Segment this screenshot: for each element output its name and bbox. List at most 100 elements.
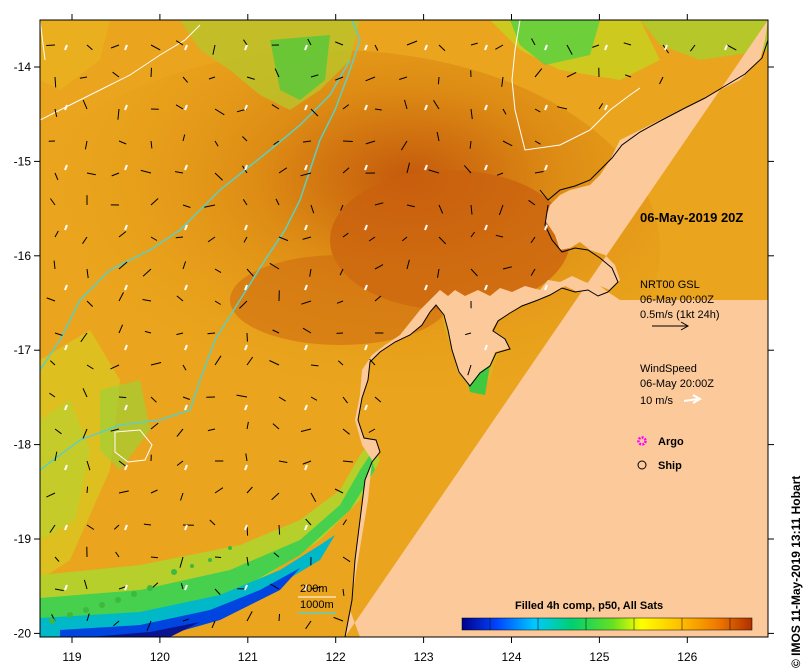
- current-arrow: [278, 396, 286, 402]
- current-arrow: [86, 268, 89, 279]
- wind-arrow: [664, 44, 668, 51]
- x-tick-label: 121: [238, 650, 258, 664]
- current-arrow: [436, 131, 440, 142]
- imos-credit: © IMOS 11-May-2019 13:11 Hobart: [789, 476, 803, 668]
- wind-arrow: [544, 44, 548, 51]
- current-arrow: [437, 76, 440, 85]
- current-arrow: [342, 104, 350, 110]
- contour-200m-label: 200m: [300, 583, 328, 595]
- current-arrow: [212, 44, 216, 55]
- current-arrow: [556, 106, 568, 110]
- current-arrow: [46, 44, 56, 46]
- current-arrow: [300, 428, 312, 432]
- wind-arrow: [244, 524, 248, 531]
- current-arrow: [342, 460, 353, 463]
- current-arrow: [406, 259, 410, 270]
- current-arrow: [342, 428, 350, 435]
- colorbar-tick-label: 31: [724, 638, 736, 650]
- ship-label: Ship: [658, 460, 682, 472]
- current-arrow: [214, 487, 224, 494]
- currents-legend: NRT00 GSL 06-May 00:00Z 0.5m/s (1kt 24h): [640, 279, 719, 331]
- wind-arrow: [184, 524, 188, 531]
- wind-arrow: [424, 164, 428, 171]
- contour-200m-line: [40, 20, 641, 463]
- current-arrow: [307, 38, 312, 46]
- current-arrow: [246, 76, 255, 80]
- wind-arrow: [184, 284, 188, 291]
- current-arrow: [111, 172, 120, 177]
- current-arrow: [335, 41, 344, 46]
- contour-1000m-line: [40, 20, 361, 471]
- wind-arrow: [64, 224, 68, 231]
- current-arrow: [342, 232, 349, 238]
- current-arrow: [150, 422, 159, 430]
- land-mass: [345, 20, 768, 637]
- x-tick-label: 122: [326, 650, 346, 664]
- wind-arrow: [484, 284, 488, 291]
- x-tick-label: 120: [150, 650, 170, 664]
- current-arrow: [269, 262, 280, 270]
- wind-arrow: [364, 404, 368, 411]
- current-arrow: [496, 172, 504, 176]
- wind-arrow: [124, 524, 128, 531]
- current-arrow: [598, 103, 604, 110]
- currents-scale-arrowhead: [680, 321, 690, 331]
- current-arrow: [374, 108, 382, 111]
- current-arrow: [86, 300, 94, 307]
- current-arrow: [86, 486, 89, 494]
- current-arrow: [275, 198, 280, 206]
- current-arrow: [86, 44, 93, 51]
- current-arrow: [273, 552, 280, 558]
- current-arrow: [182, 261, 187, 270]
- current-arrow: [374, 264, 384, 270]
- current-arrow: [501, 76, 504, 87]
- current-arrow: [112, 71, 120, 78]
- wind-arrow: [304, 224, 308, 231]
- current-arrow: [310, 108, 319, 117]
- current-arrow: [243, 236, 248, 243]
- current-arrow: [300, 172, 312, 177]
- current-arrow: [302, 327, 312, 334]
- current-arrow: [623, 42, 632, 46]
- current-arrow: [342, 556, 351, 563]
- current-arrow: [49, 524, 56, 533]
- wind-arrow: [244, 284, 248, 291]
- current-arrow: [278, 460, 288, 463]
- current-arrow: [428, 169, 440, 174]
- current-arrow: [207, 236, 216, 243]
- colorbar-gradient: [461, 617, 753, 631]
- wind-arrow: [184, 404, 188, 411]
- current-arrow: [239, 300, 248, 309]
- current-arrow: [470, 204, 473, 215]
- current-arrow: [406, 40, 418, 46]
- current-arrow: [534, 68, 543, 78]
- current-arrow: [54, 588, 64, 592]
- current-arrow: [54, 172, 59, 181]
- wind-arrow: [364, 44, 368, 51]
- y-tick-label: -17: [14, 343, 32, 357]
- current-arrow: [179, 556, 184, 568]
- current-arrow: [246, 611, 253, 622]
- current-arrow: [495, 44, 504, 50]
- wind-arrow: [364, 284, 368, 291]
- current-arrow: [365, 76, 376, 82]
- current-arrow: [243, 39, 248, 46]
- current-arrow: [180, 492, 184, 501]
- current-arrow: [465, 332, 472, 336]
- current-arrow: [400, 140, 408, 151]
- current-arrow: [309, 268, 312, 277]
- current-arrow: [470, 42, 478, 46]
- current-arrow: [438, 236, 447, 245]
- current-arrow: [592, 44, 600, 48]
- current-arrow: [310, 364, 319, 367]
- current-arrow: [118, 460, 126, 467]
- current-arrow: [214, 300, 221, 305]
- current-arrow: [176, 332, 184, 336]
- current-arrow: [204, 204, 216, 208]
- current-arrow: [246, 268, 254, 277]
- y-tick-label: -20: [14, 626, 32, 640]
- current-arrow: [118, 261, 128, 270]
- wind-arrow: [64, 344, 68, 351]
- current-arrow: [118, 324, 124, 334]
- wind-arrow: [604, 44, 608, 51]
